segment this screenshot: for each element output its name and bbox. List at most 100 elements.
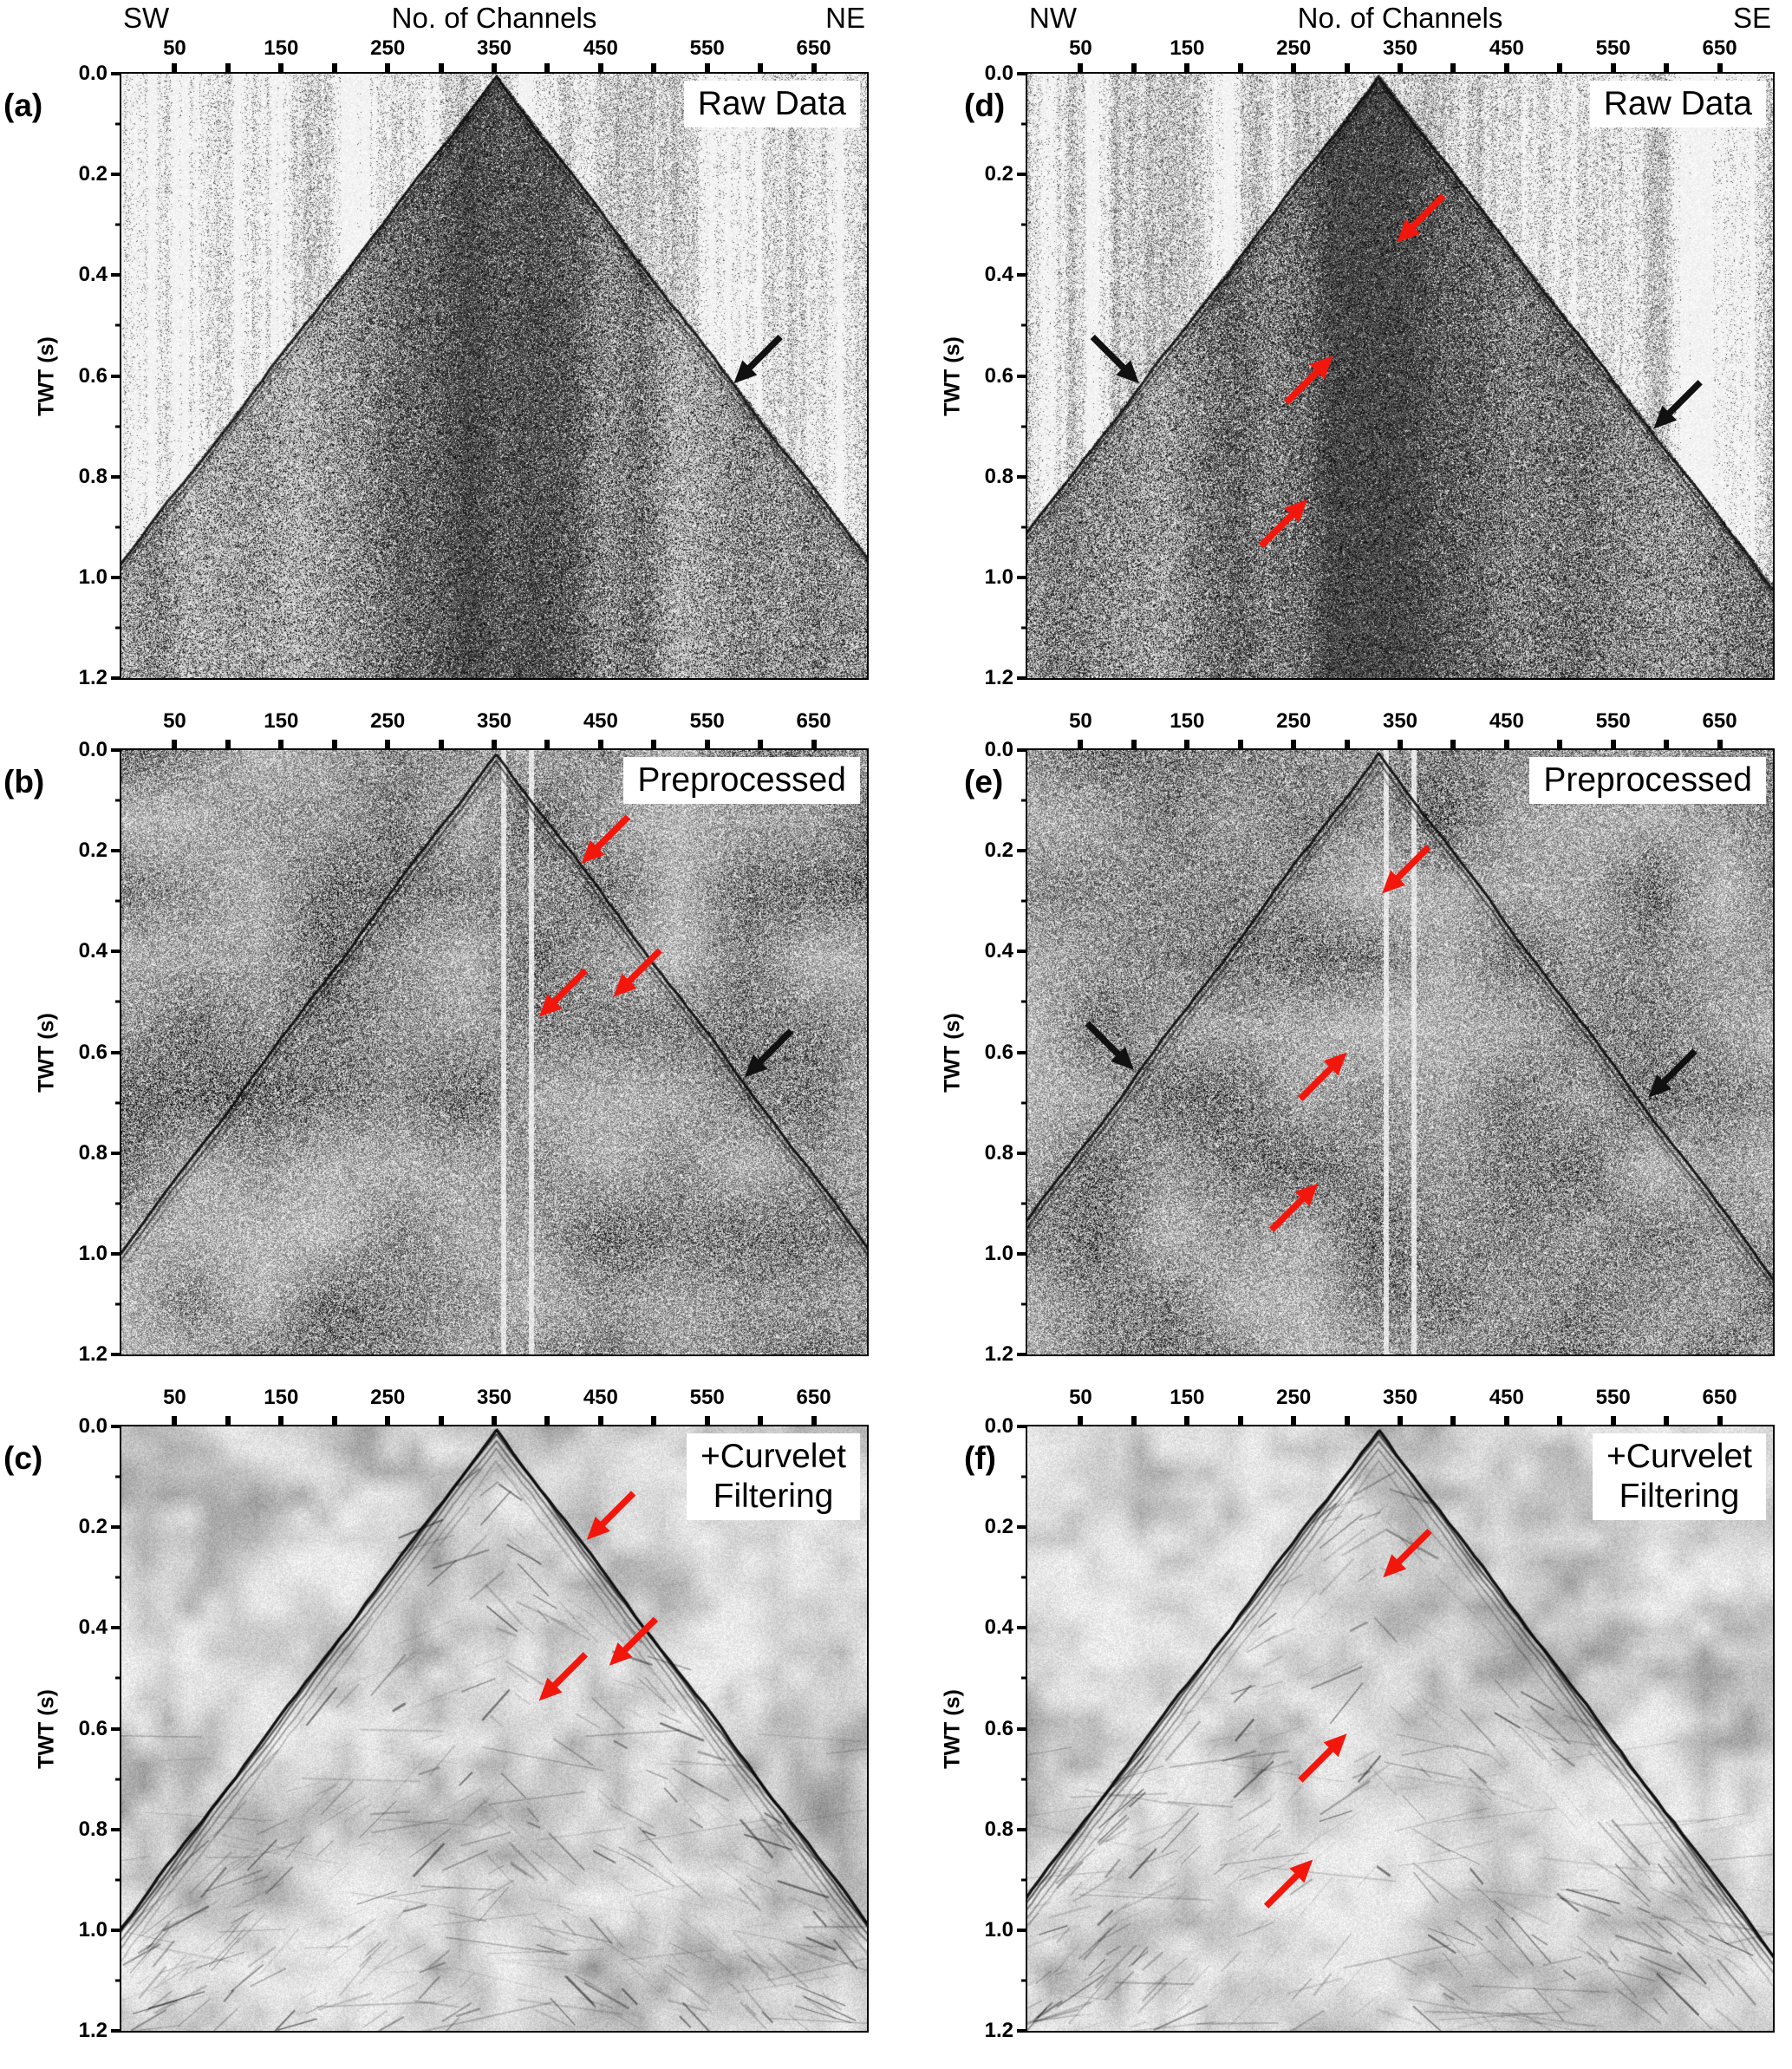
x-tick-mark bbox=[278, 1416, 284, 1426]
x-tick-mark bbox=[597, 740, 603, 750]
stage-label: Raw Data bbox=[1589, 81, 1766, 128]
y-tick-label: 0.6 bbox=[78, 1716, 108, 1740]
y-tick-mark bbox=[1017, 1626, 1027, 1630]
y-tick-label: 1.0 bbox=[78, 1917, 108, 1942]
x-tick-mark bbox=[438, 1416, 444, 1426]
y-axis: TWT (s) 0.0 0.2 0.4 0.6 0.8 1.0 1.2 bbox=[896, 62, 1027, 689]
x-tick-mark bbox=[225, 63, 231, 74]
y-tick-mark bbox=[1017, 374, 1027, 378]
x-tick-mark bbox=[704, 740, 710, 750]
x-tick-labels: 50 150 250 350 450 550 650 bbox=[121, 709, 867, 735]
y-minor-tick-mark bbox=[1021, 425, 1027, 428]
x-tick-label: 450 bbox=[583, 36, 618, 60]
x-tick-labels: 50 150 250 350 450 550 650 bbox=[1027, 36, 1773, 62]
x-tick-mark bbox=[438, 740, 444, 750]
y-tick-label: 0.4 bbox=[78, 939, 108, 963]
x-tick-mark bbox=[597, 1416, 603, 1426]
seismic-plot: Raw Data bbox=[1026, 72, 1775, 680]
y-tick-mark bbox=[1017, 1151, 1027, 1155]
direction-label-right: SE bbox=[1732, 2, 1771, 34]
y-axis: TWT (s) 0.0 0.2 0.4 0.6 0.8 1.0 1.2 bbox=[0, 1414, 121, 2042]
y-tick-mark bbox=[111, 575, 121, 579]
stage-label: Preprocessed bbox=[623, 757, 860, 805]
y-minor-tick-mark bbox=[1021, 899, 1027, 903]
y-axis-title: TWT (s) bbox=[940, 336, 965, 416]
stage-label-line1: +Curvelet bbox=[701, 1438, 846, 1475]
y-tick-mark bbox=[111, 748, 121, 752]
y-tick-label: 1.2 bbox=[78, 2019, 108, 2042]
y-tick-mark bbox=[111, 273, 121, 277]
x-tick-mark bbox=[1398, 63, 1403, 74]
x-tick-mark bbox=[225, 740, 231, 750]
seismic-image-canvas bbox=[121, 750, 867, 1354]
y-tick-label: 1.0 bbox=[984, 565, 1013, 589]
seismic-plot: Preprocessed bbox=[1026, 748, 1775, 1356]
x-tick-marks bbox=[121, 63, 867, 74]
y-minor-tick-mark bbox=[115, 525, 121, 529]
x-tick-mark bbox=[651, 1416, 657, 1426]
panel-b: 50 150 250 350 450 550 650 TWT (s) 0.0 0.2 0.4 0.… bbox=[0, 704, 896, 1366]
y-minor-tick-mark bbox=[115, 1202, 121, 1205]
x-tick-mark bbox=[758, 740, 764, 750]
x-tick-mark bbox=[172, 1416, 178, 1426]
y-tick-label: 0.2 bbox=[984, 839, 1013, 863]
y-minor-tick-mark bbox=[115, 1101, 121, 1105]
x-tick-mark bbox=[225, 1416, 231, 1426]
x-tick-mark bbox=[1291, 740, 1297, 750]
panel-c: 50 150 250 350 450 550 650 TWT (s) 0.0 0.2 0.4 0.… bbox=[0, 1380, 896, 2042]
y-tick-label: 0.4 bbox=[78, 263, 108, 287]
x-tick-label: 350 bbox=[476, 36, 512, 60]
x-tick-marks bbox=[1027, 740, 1773, 750]
top-axis-header: SW No. of Channels NE bbox=[121, 2, 867, 36]
y-tick-label: 1.2 bbox=[984, 666, 1013, 689]
x-tick-label: 450 bbox=[1489, 709, 1524, 733]
seismic-image-canvas bbox=[1027, 1426, 1773, 2031]
x-tick-label: 650 bbox=[796, 709, 831, 733]
x-tick-label: 150 bbox=[1170, 36, 1205, 60]
x-tick-mark bbox=[1450, 1416, 1456, 1426]
y-tick-label: 0.0 bbox=[78, 738, 108, 761]
x-tick-mark bbox=[278, 63, 284, 74]
y-tick-mark bbox=[1017, 849, 1027, 853]
x-tick-label: 50 bbox=[1069, 709, 1092, 733]
y-tick-label: 0.2 bbox=[78, 162, 108, 186]
y-tick-mark bbox=[111, 1425, 121, 1428]
y-tick-mark bbox=[1017, 1928, 1027, 1932]
panel-a: SW No. of Channels NE 50 150 250 350 450 550 6… bbox=[0, 0, 896, 689]
y-minor-tick-mark bbox=[1021, 122, 1027, 126]
panel-e: 50 150 250 350 450 550 650 TWT (s) 0.0 0.2 0.4 0.… bbox=[896, 704, 1792, 1366]
x-tick-mark bbox=[1717, 740, 1723, 750]
x-tick-mark bbox=[1503, 1416, 1509, 1426]
x-tick-label: 150 bbox=[1170, 709, 1205, 733]
y-minor-tick-mark bbox=[115, 1979, 121, 1982]
y-tick-mark bbox=[111, 1050, 121, 1054]
y-tick-label: 0.2 bbox=[984, 1515, 1013, 1539]
y-tick-label: 0.4 bbox=[984, 1615, 1013, 1640]
x-tick-mark bbox=[1450, 740, 1456, 750]
x-tick-mark bbox=[704, 63, 710, 74]
x-tick-mark bbox=[492, 63, 497, 74]
y-minor-tick-mark bbox=[115, 1000, 121, 1003]
stage-label: Preprocessed bbox=[1529, 757, 1766, 805]
y-minor-tick-mark bbox=[115, 799, 121, 802]
y-tick-label: 0.0 bbox=[984, 1414, 1013, 1438]
x-tick-mark bbox=[1131, 63, 1137, 74]
stage-label-line2: Filtering bbox=[1619, 1478, 1740, 1516]
y-minor-tick-mark bbox=[1021, 323, 1027, 327]
y-tick-label: 0.6 bbox=[984, 1716, 1013, 1740]
x-tick-mark bbox=[1557, 740, 1563, 750]
x-tick-label: 350 bbox=[476, 709, 512, 733]
y-tick-label: 0.2 bbox=[78, 839, 108, 863]
x-tick-label: 550 bbox=[1595, 1386, 1631, 1409]
x-tick-label: 350 bbox=[476, 1386, 512, 1409]
x-tick-mark bbox=[492, 740, 497, 750]
x-tick-mark bbox=[1291, 63, 1297, 74]
x-tick-mark bbox=[544, 63, 551, 74]
panel-f: 50 150 250 350 450 550 650 TWT (s) 0.0 0.2 0.4 0.… bbox=[896, 1380, 1792, 2042]
x-tick-mark bbox=[385, 1416, 391, 1426]
x-tick-label: 250 bbox=[370, 709, 406, 733]
y-tick-mark bbox=[1017, 173, 1027, 177]
x-tick-mark bbox=[1344, 1416, 1350, 1426]
y-tick-mark bbox=[1017, 1050, 1027, 1054]
